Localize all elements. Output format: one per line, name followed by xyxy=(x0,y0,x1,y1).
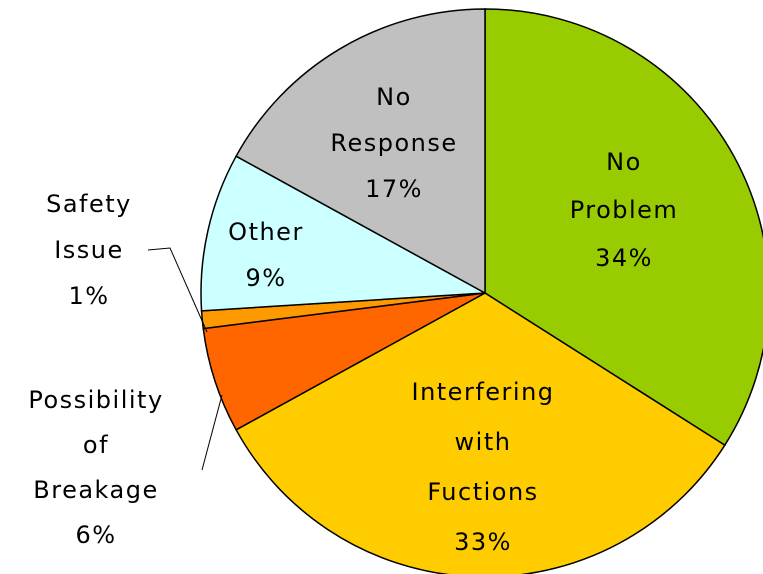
slice-label-4-line-0: Other xyxy=(228,218,304,246)
slice-label-1-line-1: with xyxy=(455,428,512,456)
slice-label-0-line-1: Problem xyxy=(570,196,679,224)
slice-label-0-line-0: No xyxy=(606,148,642,176)
leader-line-3 xyxy=(147,247,208,333)
slice-label-5: No Response 17% xyxy=(330,83,457,203)
slice-label-3: Safety Issue 1% xyxy=(46,190,132,310)
slice-label-5-line-1: Response xyxy=(330,129,457,157)
pie-slice-4 xyxy=(200,155,488,312)
leader-line-2 xyxy=(201,394,223,471)
slice-label-5-line-0: No xyxy=(376,83,412,111)
slice-label-0: No Problem 34% xyxy=(570,148,679,272)
slice-label-4: Other 9% xyxy=(228,218,304,292)
slice-label-2-line-2: Breakage xyxy=(33,476,158,504)
slice-label-3-line-2: 1% xyxy=(68,282,109,310)
slice-label-3-line-0: Safety xyxy=(46,190,132,218)
slice-label-1-line-0: Interfering xyxy=(411,378,554,406)
slice-label-2: Possibility of Breakage 6% xyxy=(28,386,163,549)
slice-label-1: Interfering with Fuctions 33% xyxy=(411,378,554,556)
slice-label-2-line-1: of xyxy=(83,431,109,459)
slice-label-3-line-1: Issue xyxy=(54,236,124,264)
slice-label-2-line-3: 6% xyxy=(75,521,116,549)
slice-label-0-line-2: 34% xyxy=(595,244,653,272)
slice-label-4-line-1: 9% xyxy=(245,264,286,292)
slice-label-1-line-2: Fuctions xyxy=(427,478,538,506)
pie-slice-5 xyxy=(235,8,486,295)
slice-label-2-line-0: Possibility xyxy=(28,386,163,414)
slice-label-5-line-2: 17% xyxy=(365,175,423,203)
pie-slice-0 xyxy=(484,8,763,447)
slice-label-1-line-3: 33% xyxy=(454,528,512,556)
